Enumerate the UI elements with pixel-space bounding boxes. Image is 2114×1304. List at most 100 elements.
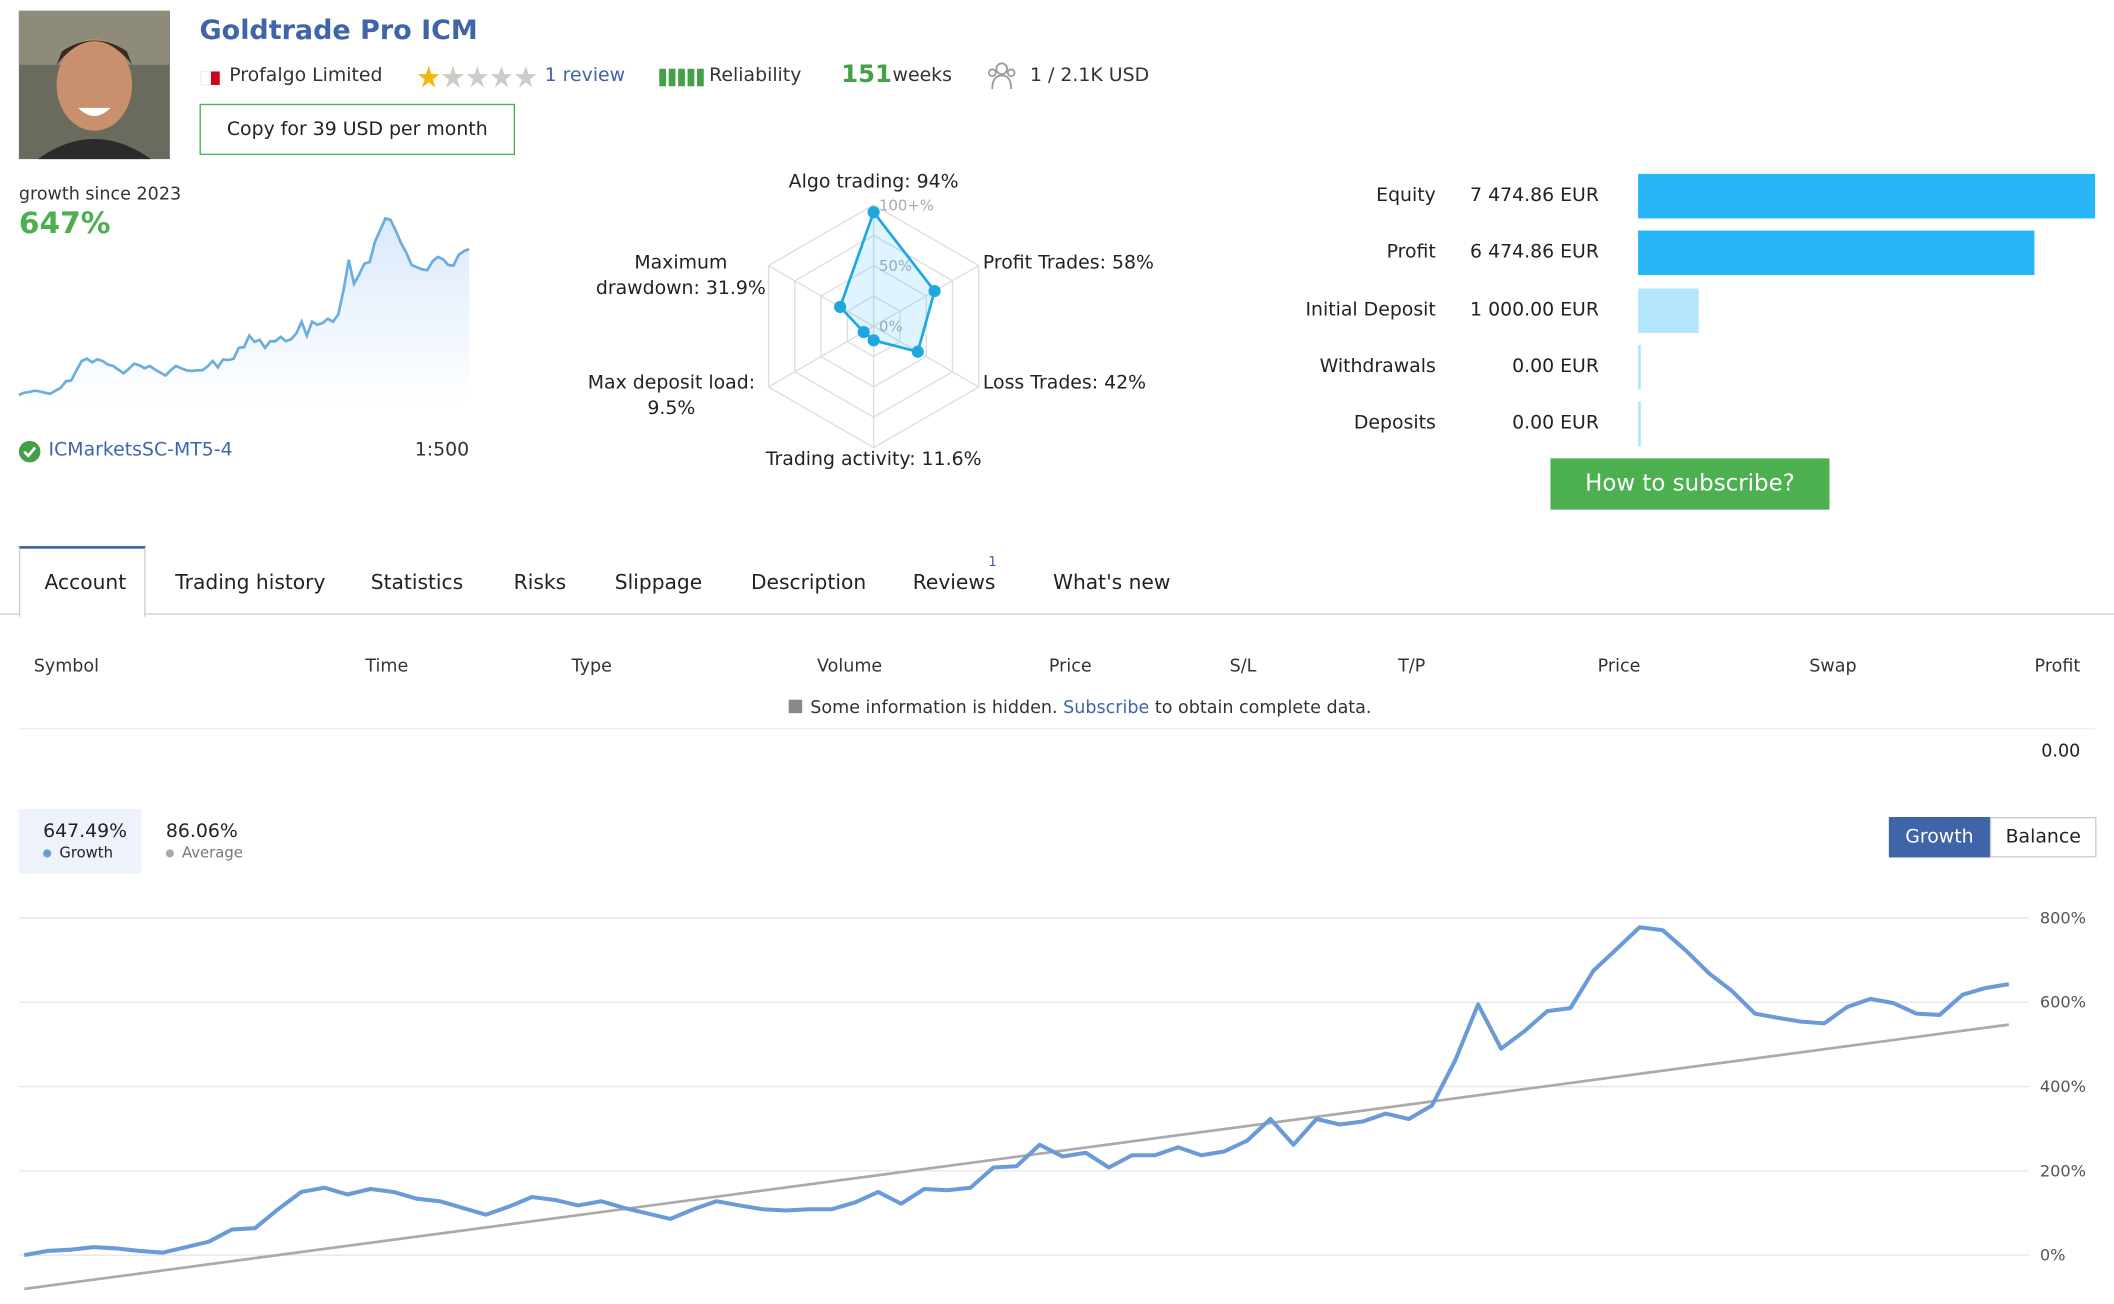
legend-dot xyxy=(43,849,52,858)
column-header: Profit xyxy=(2034,656,2081,677)
growth-chart: 0% 200% 400% 600% 800% xyxy=(18,908,2086,1291)
column-header: T/P xyxy=(1398,656,1426,677)
average-line xyxy=(24,1023,2010,1291)
reliability-bars xyxy=(659,68,704,87)
notice-text: Some information is hidden. xyxy=(810,698,1058,719)
radar-point xyxy=(867,334,880,347)
legend-item[interactable]: Growth xyxy=(43,844,113,862)
active-tab xyxy=(18,546,146,618)
column-header: Time xyxy=(365,656,409,677)
server[interactable]: ICMarketsSC-MT5-4 xyxy=(48,439,233,462)
tab[interactable]: Slippage xyxy=(614,570,703,595)
radar-spoke xyxy=(768,265,874,327)
column-header: Volume xyxy=(817,656,883,677)
legend-label: Average xyxy=(182,843,243,862)
radar-area xyxy=(838,209,937,354)
radar-point xyxy=(911,345,924,358)
subscribers-icon xyxy=(988,62,1016,89)
column-header: Price xyxy=(1597,656,1641,677)
balance-value: 6 474.86 EUR xyxy=(1470,241,1599,264)
balance-label: Initial Deposit xyxy=(1305,298,1436,321)
legend-label: Growth xyxy=(59,843,114,862)
growth-button[interactable]: Growth xyxy=(1888,817,1990,858)
balance-bar xyxy=(1638,402,1641,447)
title[interactable]: Goldtrade Pro ICM xyxy=(199,13,478,46)
balance-bar xyxy=(1638,344,1641,390)
subscribers: 1 / 2.1K USD xyxy=(1030,64,1150,87)
row-divider xyxy=(18,728,2096,730)
radar-point xyxy=(867,206,880,219)
weeks-label: weeks xyxy=(892,64,952,87)
broker[interactable]: Profalgo Limited xyxy=(229,64,383,87)
balance-label: Withdrawals xyxy=(1319,355,1436,378)
mini-chart xyxy=(18,216,470,405)
y-tick-label: 200% xyxy=(2040,1161,2086,1180)
leverage: 1:500 xyxy=(414,439,470,462)
balance-value: 1 000.00 EUR xyxy=(1470,298,1599,321)
legend-item[interactable]: Average xyxy=(165,843,243,862)
radar-tick-label: 100+% xyxy=(879,197,934,214)
verified-icon xyxy=(18,440,41,463)
legend-value: 86.06% xyxy=(165,821,238,843)
tab[interactable]: Description xyxy=(750,570,867,595)
tab[interactable]: What's new xyxy=(1052,570,1171,595)
reviews-count: 1 xyxy=(988,555,997,571)
column-header: Price xyxy=(1048,656,1092,677)
tabs-divider xyxy=(0,613,2114,615)
radar-point xyxy=(857,325,870,339)
radar-label: Trading activity: 11.6% xyxy=(765,448,982,471)
rating-stars xyxy=(417,66,537,88)
balance-button[interactable]: Balance xyxy=(1989,817,2097,858)
balance-bar xyxy=(1638,230,2034,276)
radar-tick-label: 0% xyxy=(879,319,903,336)
notice-text: to obtain complete data. xyxy=(1154,698,1372,719)
lock-icon xyxy=(788,699,803,714)
tab[interactable]: Trading history xyxy=(175,570,326,595)
tab[interactable]: Account xyxy=(44,570,127,595)
growth-value: 647% xyxy=(18,207,111,242)
growth-line xyxy=(23,925,2010,1258)
y-tick-label: 0% xyxy=(2040,1246,2066,1265)
balance-label: Equity xyxy=(1376,184,1436,207)
column-header: S/L xyxy=(1229,656,1257,677)
radar-tick-label: 50% xyxy=(879,258,912,275)
radar-label: Max deposit load: 9.5% xyxy=(587,372,756,420)
tab[interactable]: Risks xyxy=(513,570,567,595)
balance-value: 7 474.86 EUR xyxy=(1470,184,1599,207)
total-profit: 0.00 xyxy=(2041,741,2081,762)
radar-point xyxy=(928,285,941,298)
legend-active[interactable] xyxy=(18,808,142,874)
notice: Some information is hidden. Subscribe to… xyxy=(788,698,1372,719)
y-tick-label: 400% xyxy=(2040,1077,2086,1096)
balance-label: Deposits xyxy=(1353,412,1436,435)
balance-value: 0.00 EUR xyxy=(1512,412,1599,435)
reliability: Reliability xyxy=(709,64,802,87)
growth-label: growth since 2023 xyxy=(18,184,182,205)
reviews-link[interactable]: 1 review xyxy=(544,64,626,87)
radar-spoke xyxy=(768,325,874,388)
radar-spoke xyxy=(873,325,980,388)
balance-label: Profit xyxy=(1386,241,1436,264)
tab[interactable]: Reviews xyxy=(912,570,996,595)
radar-label: Profit Trades: 58% xyxy=(982,252,1154,274)
radar-spoke xyxy=(873,265,980,327)
mini-area xyxy=(18,218,470,405)
radar-point xyxy=(834,300,847,313)
avatar xyxy=(18,10,170,160)
radar-label: Algo trading: 94% xyxy=(788,171,959,193)
balance-bar xyxy=(1638,173,2096,219)
radar-label: Loss Trades: 42% xyxy=(982,372,1147,394)
copy-button[interactable]: Copy for 39 USD per month xyxy=(199,103,516,156)
mini-line xyxy=(18,216,470,397)
weeks-value: 151 xyxy=(841,60,892,89)
legend-dot xyxy=(165,849,174,858)
legend-value: 647.49% xyxy=(43,821,128,843)
radar-chart: 100+% 50% 0% xyxy=(767,197,980,449)
subscribe-link[interactable]: Subscribe xyxy=(1063,698,1150,719)
column-header: Symbol xyxy=(33,656,100,677)
column-header: Type xyxy=(571,656,612,677)
tab[interactable]: Statistics xyxy=(370,570,464,595)
subscribe-button[interactable]: How to subscribe? xyxy=(1550,458,1830,510)
balance-bar xyxy=(1638,287,1700,333)
